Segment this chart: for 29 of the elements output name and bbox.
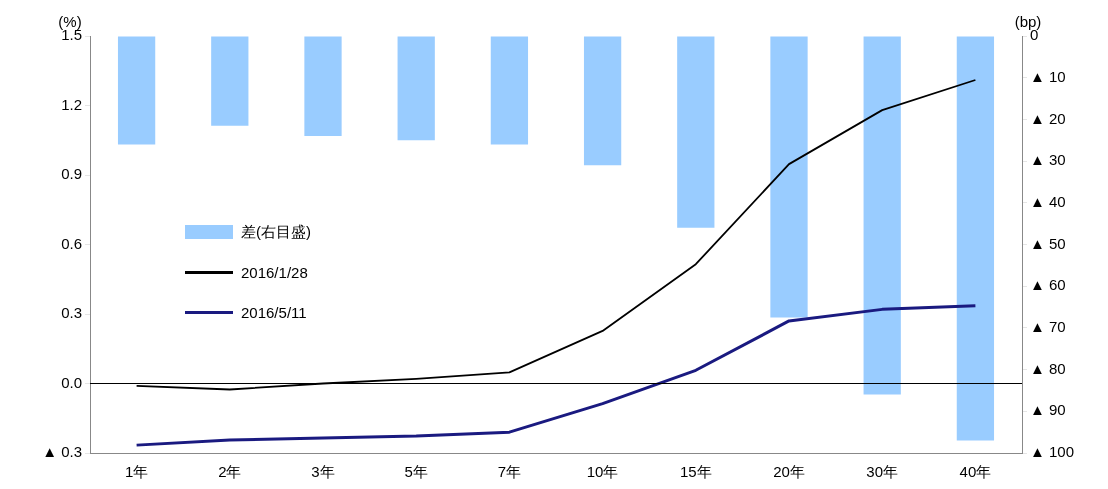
y2-tick-label: ▲ 20 bbox=[1030, 109, 1066, 127]
y2-tick-label: ▲ 50 bbox=[1030, 234, 1066, 252]
x-tick-label: 7年 bbox=[497, 463, 522, 481]
y-tick-label: 0.3 bbox=[61, 304, 82, 322]
x-tick-label: 15年 bbox=[679, 463, 712, 481]
y2-tick-label: ▲ 70 bbox=[1030, 318, 1066, 336]
y2-tick-label: ▲ 100 bbox=[1030, 443, 1075, 461]
x-tick-label: 2年 bbox=[218, 463, 242, 481]
x-tick-label: 30年 bbox=[866, 463, 899, 481]
y-tick-label: 0.0 bbox=[61, 373, 82, 391]
y-tick-label: ▲ 0.3 bbox=[42, 443, 82, 461]
x-tick-label: 3年 bbox=[311, 463, 335, 481]
y2-tick-label: ▲ 90 bbox=[1030, 401, 1066, 419]
y-tick-label: 0.9 bbox=[61, 165, 82, 183]
x-tick-label: 40年 bbox=[959, 463, 992, 481]
y-tick-label: 1.2 bbox=[61, 95, 82, 113]
y2-tick-label: ▲ 30 bbox=[1030, 151, 1066, 169]
y2-tick-label: ▲ 80 bbox=[1030, 359, 1066, 377]
x-tick-label: 20年 bbox=[773, 463, 805, 481]
x-tick-label: 1年 bbox=[124, 463, 149, 481]
legend-label: 2016/5/11 bbox=[241, 303, 307, 321]
y2-tick-label: ▲ 10 bbox=[1030, 67, 1066, 85]
legend-label: 差(右目盛) bbox=[241, 222, 311, 242]
y2-tick-label: ▲ 40 bbox=[1030, 192, 1066, 210]
y2-tick-label: ▲ 60 bbox=[1030, 276, 1066, 294]
x-tick-label: 10年 bbox=[586, 463, 619, 481]
x-tick-label: 5年 bbox=[404, 463, 428, 481]
legend-label: 2016/1/28 bbox=[241, 263, 308, 281]
y-tick-label: 0.6 bbox=[61, 234, 82, 252]
